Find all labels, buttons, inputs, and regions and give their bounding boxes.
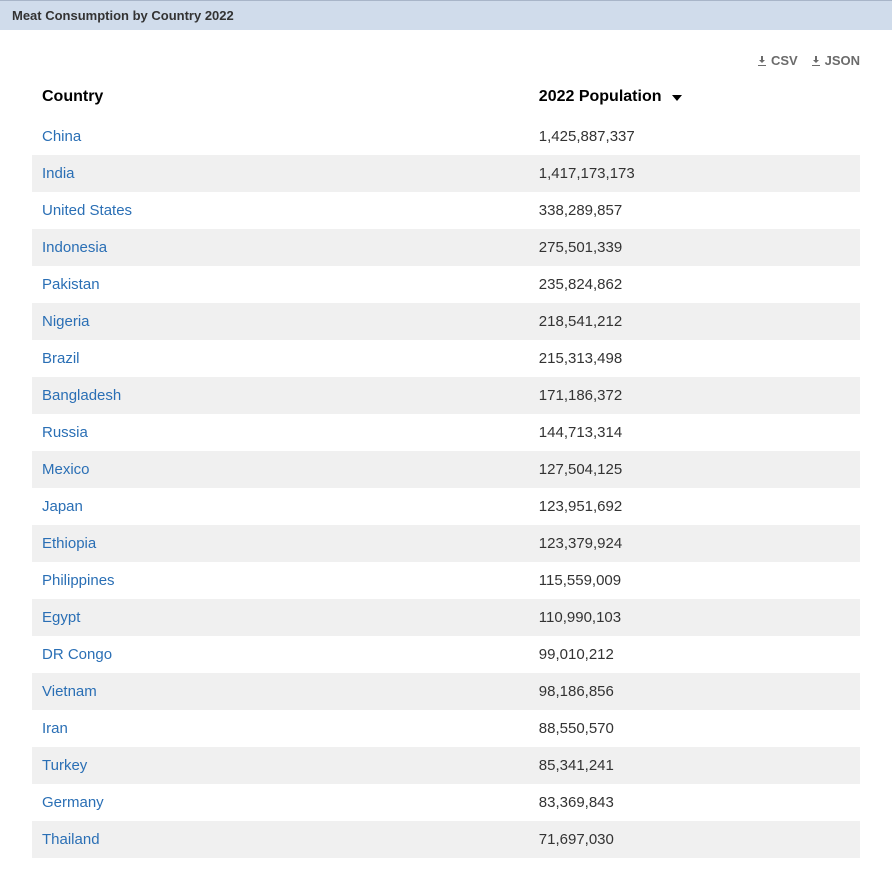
population-cell: 88,550,570 bbox=[529, 710, 860, 747]
country-link[interactable]: Russia bbox=[42, 424, 88, 441]
country-link[interactable]: Vietnam bbox=[42, 683, 97, 700]
country-cell: DR Congo bbox=[32, 636, 529, 673]
country-cell: Philippines bbox=[32, 562, 529, 599]
download-icon bbox=[756, 55, 768, 67]
download-csv-label: CSV bbox=[771, 53, 798, 68]
population-cell: 171,186,372 bbox=[529, 377, 860, 414]
country-link[interactable]: Japan bbox=[42, 498, 83, 515]
population-cell: 123,379,924 bbox=[529, 525, 860, 562]
population-cell: 115,559,009 bbox=[529, 562, 860, 599]
download-json-link[interactable]: JSON bbox=[810, 53, 860, 68]
table-row: Mexico 127,504,125 bbox=[32, 451, 860, 488]
column-header-population-label: 2022 Population bbox=[539, 88, 662, 105]
country-cell: Iran bbox=[32, 710, 529, 747]
population-cell: 123,951,692 bbox=[529, 488, 860, 525]
country-link[interactable]: Indonesia bbox=[42, 239, 107, 256]
country-cell: Germany bbox=[32, 784, 529, 821]
column-header-population[interactable]: 2022 Population bbox=[529, 78, 860, 118]
country-link[interactable]: Nigeria bbox=[42, 313, 90, 330]
population-cell: 98,186,856 bbox=[529, 673, 860, 710]
table-body: China1,425,887,337India1,417,173,173Unit… bbox=[32, 118, 860, 858]
table-row: Indonesia 275,501,339 bbox=[32, 229, 860, 266]
table-row: United States 338,289,857 bbox=[32, 192, 860, 229]
country-link[interactable]: Pakistan bbox=[42, 276, 100, 293]
population-cell: 1,417,173,173 bbox=[529, 155, 860, 192]
table-row: Pakistan 235,824,862 bbox=[32, 266, 860, 303]
population-cell: 1,425,887,337 bbox=[529, 118, 860, 155]
country-cell: Nigeria bbox=[32, 303, 529, 340]
sort-desc-icon bbox=[672, 88, 682, 106]
population-cell: 218,541,212 bbox=[529, 303, 860, 340]
country-cell: Bangladesh bbox=[32, 377, 529, 414]
table-header-row: Country 2022 Population bbox=[32, 78, 860, 118]
table-row: India 1,417,173,173 bbox=[32, 155, 860, 192]
country-cell: Japan bbox=[32, 488, 529, 525]
table-row: Nigeria 218,541,212 bbox=[32, 303, 860, 340]
table-row: Turkey 85,341,241 bbox=[32, 747, 860, 784]
country-link[interactable]: Bangladesh bbox=[42, 387, 121, 404]
table-row: Egypt 110,990,103 bbox=[32, 599, 860, 636]
table-row: DR Congo 99,010,212 bbox=[32, 636, 860, 673]
population-cell: 83,369,843 bbox=[529, 784, 860, 821]
table-row: Russia 144,713,314 bbox=[32, 414, 860, 451]
table-row: Vietnam 98,186,856 bbox=[32, 673, 860, 710]
title-bar: Meat Consumption by Country 2022 bbox=[0, 0, 892, 31]
table-row: Philippines 115,559,009 bbox=[32, 562, 860, 599]
country-link[interactable]: Ethiopia bbox=[42, 535, 96, 552]
column-header-country-label: Country bbox=[42, 88, 103, 105]
download-json-label: JSON bbox=[825, 53, 860, 68]
country-cell: United States bbox=[32, 192, 529, 229]
country-cell: Indonesia bbox=[32, 229, 529, 266]
country-cell: Ethiopia bbox=[32, 525, 529, 562]
country-link[interactable]: Egypt bbox=[42, 609, 80, 626]
country-link[interactable]: DR Congo bbox=[42, 646, 112, 663]
country-cell: China bbox=[32, 118, 529, 155]
country-link[interactable]: United States bbox=[42, 202, 132, 219]
download-csv-link[interactable]: CSV bbox=[756, 53, 798, 68]
country-cell: India bbox=[32, 155, 529, 192]
country-cell: Russia bbox=[32, 414, 529, 451]
population-cell: 235,824,862 bbox=[529, 266, 860, 303]
country-link[interactable]: Philippines bbox=[42, 572, 115, 589]
country-link[interactable]: Iran bbox=[42, 720, 68, 737]
table-row: Japan 123,951,692 bbox=[32, 488, 860, 525]
download-links: CSV JSON bbox=[32, 53, 860, 70]
country-link[interactable]: India bbox=[42, 165, 75, 182]
table-row: Iran 88,550,570 bbox=[32, 710, 860, 747]
country-cell: Egypt bbox=[32, 599, 529, 636]
country-cell: Mexico bbox=[32, 451, 529, 488]
country-cell: Thailand bbox=[32, 821, 529, 858]
population-cell: 127,504,125 bbox=[529, 451, 860, 488]
country-link[interactable]: Germany bbox=[42, 794, 104, 811]
country-link[interactable]: Turkey bbox=[42, 757, 87, 774]
country-link[interactable]: China bbox=[42, 128, 81, 145]
table-row: China 1,425,887,337 bbox=[32, 118, 860, 155]
data-table: Country 2022 Population China 1,425,887,3… bbox=[32, 78, 860, 858]
country-cell: Vietnam bbox=[32, 673, 529, 710]
population-cell: 144,713,314 bbox=[529, 414, 860, 451]
download-icon bbox=[810, 55, 822, 67]
population-cell: 338,289,857 bbox=[529, 192, 860, 229]
country-cell: Turkey bbox=[32, 747, 529, 784]
table-row: Thailand 71,697,030 bbox=[32, 821, 860, 858]
table-row: Ethiopia 123,379,924 bbox=[32, 525, 860, 562]
column-header-country[interactable]: Country bbox=[32, 78, 529, 118]
population-cell: 85,341,241 bbox=[529, 747, 860, 784]
population-cell: 99,010,212 bbox=[529, 636, 860, 673]
country-cell: Brazil bbox=[32, 340, 529, 377]
population-cell: 275,501,339 bbox=[529, 229, 860, 266]
table-row: Brazil 215,313,498 bbox=[32, 340, 860, 377]
population-cell: 215,313,498 bbox=[529, 340, 860, 377]
country-link[interactable]: Thailand bbox=[42, 831, 100, 848]
country-link[interactable]: Mexico bbox=[42, 461, 90, 478]
table-row: Bangladesh 171,186,372 bbox=[32, 377, 860, 414]
content: CSV JSON Country 2022 Population bbox=[0, 31, 892, 868]
population-cell: 110,990,103 bbox=[529, 599, 860, 636]
country-link[interactable]: Brazil bbox=[42, 350, 80, 367]
country-cell: Pakistan bbox=[32, 266, 529, 303]
population-cell: 71,697,030 bbox=[529, 821, 860, 858]
table-row: Germany 83,369,843 bbox=[32, 784, 860, 821]
page-title: Meat Consumption by Country 2022 bbox=[12, 8, 234, 23]
